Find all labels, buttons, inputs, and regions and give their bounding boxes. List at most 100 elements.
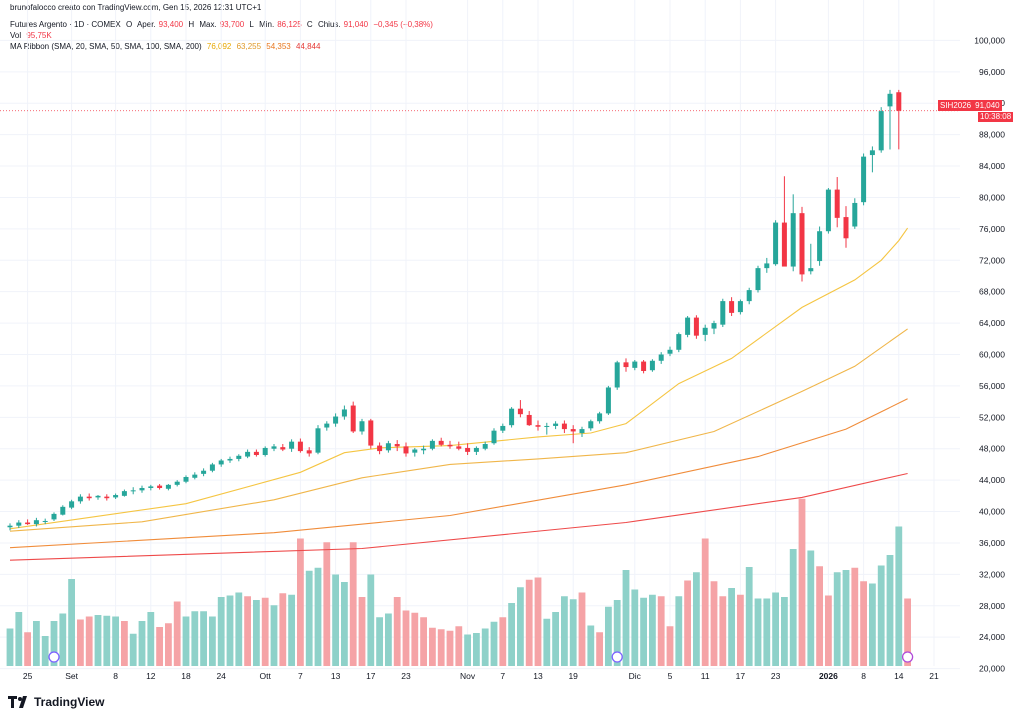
candle-body <box>421 448 427 451</box>
candle-body <box>245 451 251 457</box>
x-tick-label: 12 <box>146 671 156 681</box>
volume-bar <box>376 617 383 666</box>
volume-bar <box>517 587 524 666</box>
volume-bar <box>869 583 876 666</box>
ma-line-sma50 <box>9 328 908 532</box>
close-text: Chius. <box>317 20 341 29</box>
ma-ribbon-legend: MA Ribbon (SMA, 20, SMA, 50, SMA, 100, S… <box>10 42 323 51</box>
volume-bar <box>121 621 128 666</box>
candle-body <box>482 444 488 449</box>
y-tick-label: 56,000 <box>979 381 1005 391</box>
volume-bar <box>596 632 603 666</box>
volume-bar <box>85 616 93 666</box>
volume-bar <box>534 577 542 666</box>
volume-bar <box>288 594 295 666</box>
attribution: brunofalocco creato con TradingView.com,… <box>10 3 264 12</box>
x-tick-label: 25 <box>23 671 33 681</box>
x-tick-label: 19 <box>568 671 578 681</box>
price-tag-price: 91,040 <box>975 101 1000 110</box>
volume-bar <box>94 615 102 666</box>
volume-bar <box>156 627 163 666</box>
volume-bar <box>825 595 832 666</box>
event-marker-icon <box>901 651 914 663</box>
volume-bar <box>323 542 331 666</box>
candle-body <box>429 440 435 449</box>
volume-bar <box>508 603 515 666</box>
candle-body <box>711 323 717 329</box>
low-text: Min. <box>259 20 275 29</box>
candle-body <box>438 440 444 445</box>
candle-body <box>693 317 699 336</box>
x-tick-label: 7 <box>298 671 303 681</box>
candle-body <box>764 263 770 269</box>
candle-body <box>509 408 515 426</box>
candle-body <box>86 496 92 499</box>
candle-body <box>456 446 462 449</box>
candle-body <box>790 213 796 267</box>
high-text: Max. <box>199 20 217 29</box>
volume-bar <box>754 598 762 666</box>
volume-bar <box>41 636 49 666</box>
x-tick-label: 24 <box>216 671 226 681</box>
volume-bar <box>851 567 859 666</box>
volume-label[interactable]: Vol <box>10 31 22 40</box>
tradingview-logo-icon <box>8 696 27 708</box>
open-label: O <box>125 20 133 29</box>
volume-bar <box>112 616 119 666</box>
candle-body <box>139 487 145 491</box>
volume-bar <box>640 597 647 666</box>
candle-body <box>236 455 242 459</box>
candle-body <box>746 290 752 302</box>
candle-body <box>385 443 391 451</box>
candle-body <box>737 301 743 313</box>
open-text: Aper. <box>136 20 156 29</box>
symbol-name[interactable]: Futures Argento · 1D · COMEX <box>10 20 121 29</box>
volume-bar <box>578 592 586 666</box>
ma-ribbon-label[interactable]: MA Ribbon (SMA, 20, SMA, 50, SMA, 100, S… <box>10 42 202 51</box>
candle-body <box>597 413 603 422</box>
candle-body <box>579 429 585 434</box>
volume-bar <box>129 633 137 666</box>
x-tick-label: Nov <box>460 671 476 681</box>
y-tick-label: 84,000 <box>979 161 1005 171</box>
candle-body <box>412 449 418 453</box>
volume-bar <box>24 632 31 666</box>
candle-body <box>755 268 761 291</box>
y-tick-label: 96,000 <box>979 67 1005 77</box>
volume-bar <box>420 617 427 666</box>
volume-bar <box>693 572 700 666</box>
x-tick-label: 5 <box>668 671 673 681</box>
y-tick-label: 72,000 <box>979 255 1005 265</box>
candle-body <box>781 222 787 267</box>
volume-bar <box>50 621 58 666</box>
volume-bar <box>807 550 815 666</box>
tradingview-logo[interactable]: TradingView <box>8 695 104 709</box>
volume-bar <box>314 567 322 666</box>
candle-body <box>60 506 66 515</box>
volume-bar <box>261 597 269 666</box>
ma-line-sma200 <box>9 472 908 561</box>
candle-body <box>649 360 655 371</box>
candle-body <box>887 93 893 107</box>
volume-bar <box>235 592 243 666</box>
x-tick-label: 17 <box>366 671 376 681</box>
close-label: C <box>306 20 313 29</box>
volume-bar <box>816 566 823 666</box>
volume-bar <box>763 598 771 666</box>
volume-bar <box>332 574 339 666</box>
candle-body <box>535 425 541 427</box>
volume-bar <box>437 629 445 666</box>
volume-bar <box>305 570 313 666</box>
candle-body <box>33 520 39 525</box>
volume-bar <box>710 581 718 666</box>
volume-bar <box>745 567 753 666</box>
candle-body <box>174 481 180 485</box>
volume-bar <box>490 621 498 666</box>
volume-bar <box>182 616 190 666</box>
volume-bar <box>244 596 251 666</box>
y-tick-label: 52,000 <box>979 412 1005 422</box>
volume-bar <box>270 605 278 666</box>
y-tick-label: 36,000 <box>979 538 1005 548</box>
x-tick-label: 11 <box>701 671 710 681</box>
